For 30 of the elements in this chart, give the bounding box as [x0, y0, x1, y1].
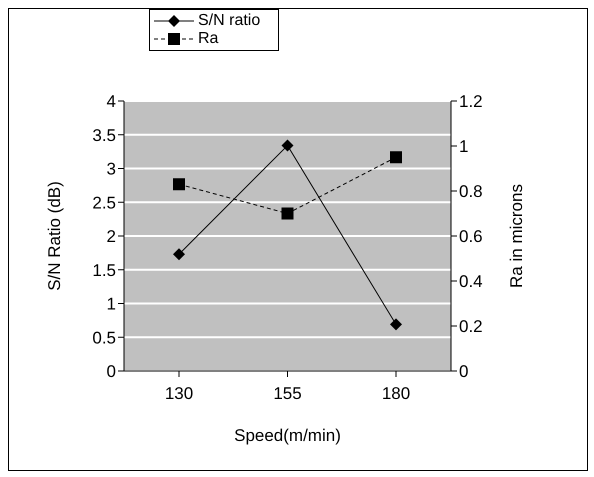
y-tick-label: 2 [106, 227, 116, 246]
x-axis-title: Speed(m/min) [234, 426, 341, 445]
y-tick-label: 2.5 [92, 193, 116, 212]
legend-label: Ra [198, 30, 218, 48]
y2-tick-label: 0.4 [459, 272, 483, 292]
point [173, 178, 185, 190]
y-tick-label: 4 [106, 92, 116, 112]
y-tick-label: 3 [106, 160, 116, 179]
y-tick-label: 0.5 [92, 328, 116, 348]
y-tick-label: 1.5 [92, 260, 116, 280]
x-tick-label: 180 [382, 384, 410, 404]
y2-axis-title: Ra in microns [507, 184, 526, 288]
y-tick-label: 3.5 [92, 126, 116, 145]
y2-tick-label: 0 [459, 362, 468, 382]
y-tick-label: 0 [106, 362, 116, 382]
y-tick-label: 1 [106, 294, 116, 314]
y2-tick-label: 0.8 [459, 182, 483, 202]
y2-tick-label: 1 [459, 137, 468, 156]
x-tick-label: 155 [273, 384, 302, 404]
y-axis-title: S/N Ratio (dB) [45, 181, 64, 291]
point [390, 318, 402, 330]
point [282, 208, 294, 220]
y2-tick-label: 0.2 [459, 317, 483, 336]
x-tick-label: 130 [164, 384, 194, 404]
point [282, 140, 294, 152]
legend-label: S/N ratio [198, 12, 260, 30]
y2-tick-label: 0.6 [459, 227, 483, 246]
point [390, 151, 402, 164]
y2-tick-label: 1.2 [459, 92, 483, 112]
point [173, 248, 185, 260]
